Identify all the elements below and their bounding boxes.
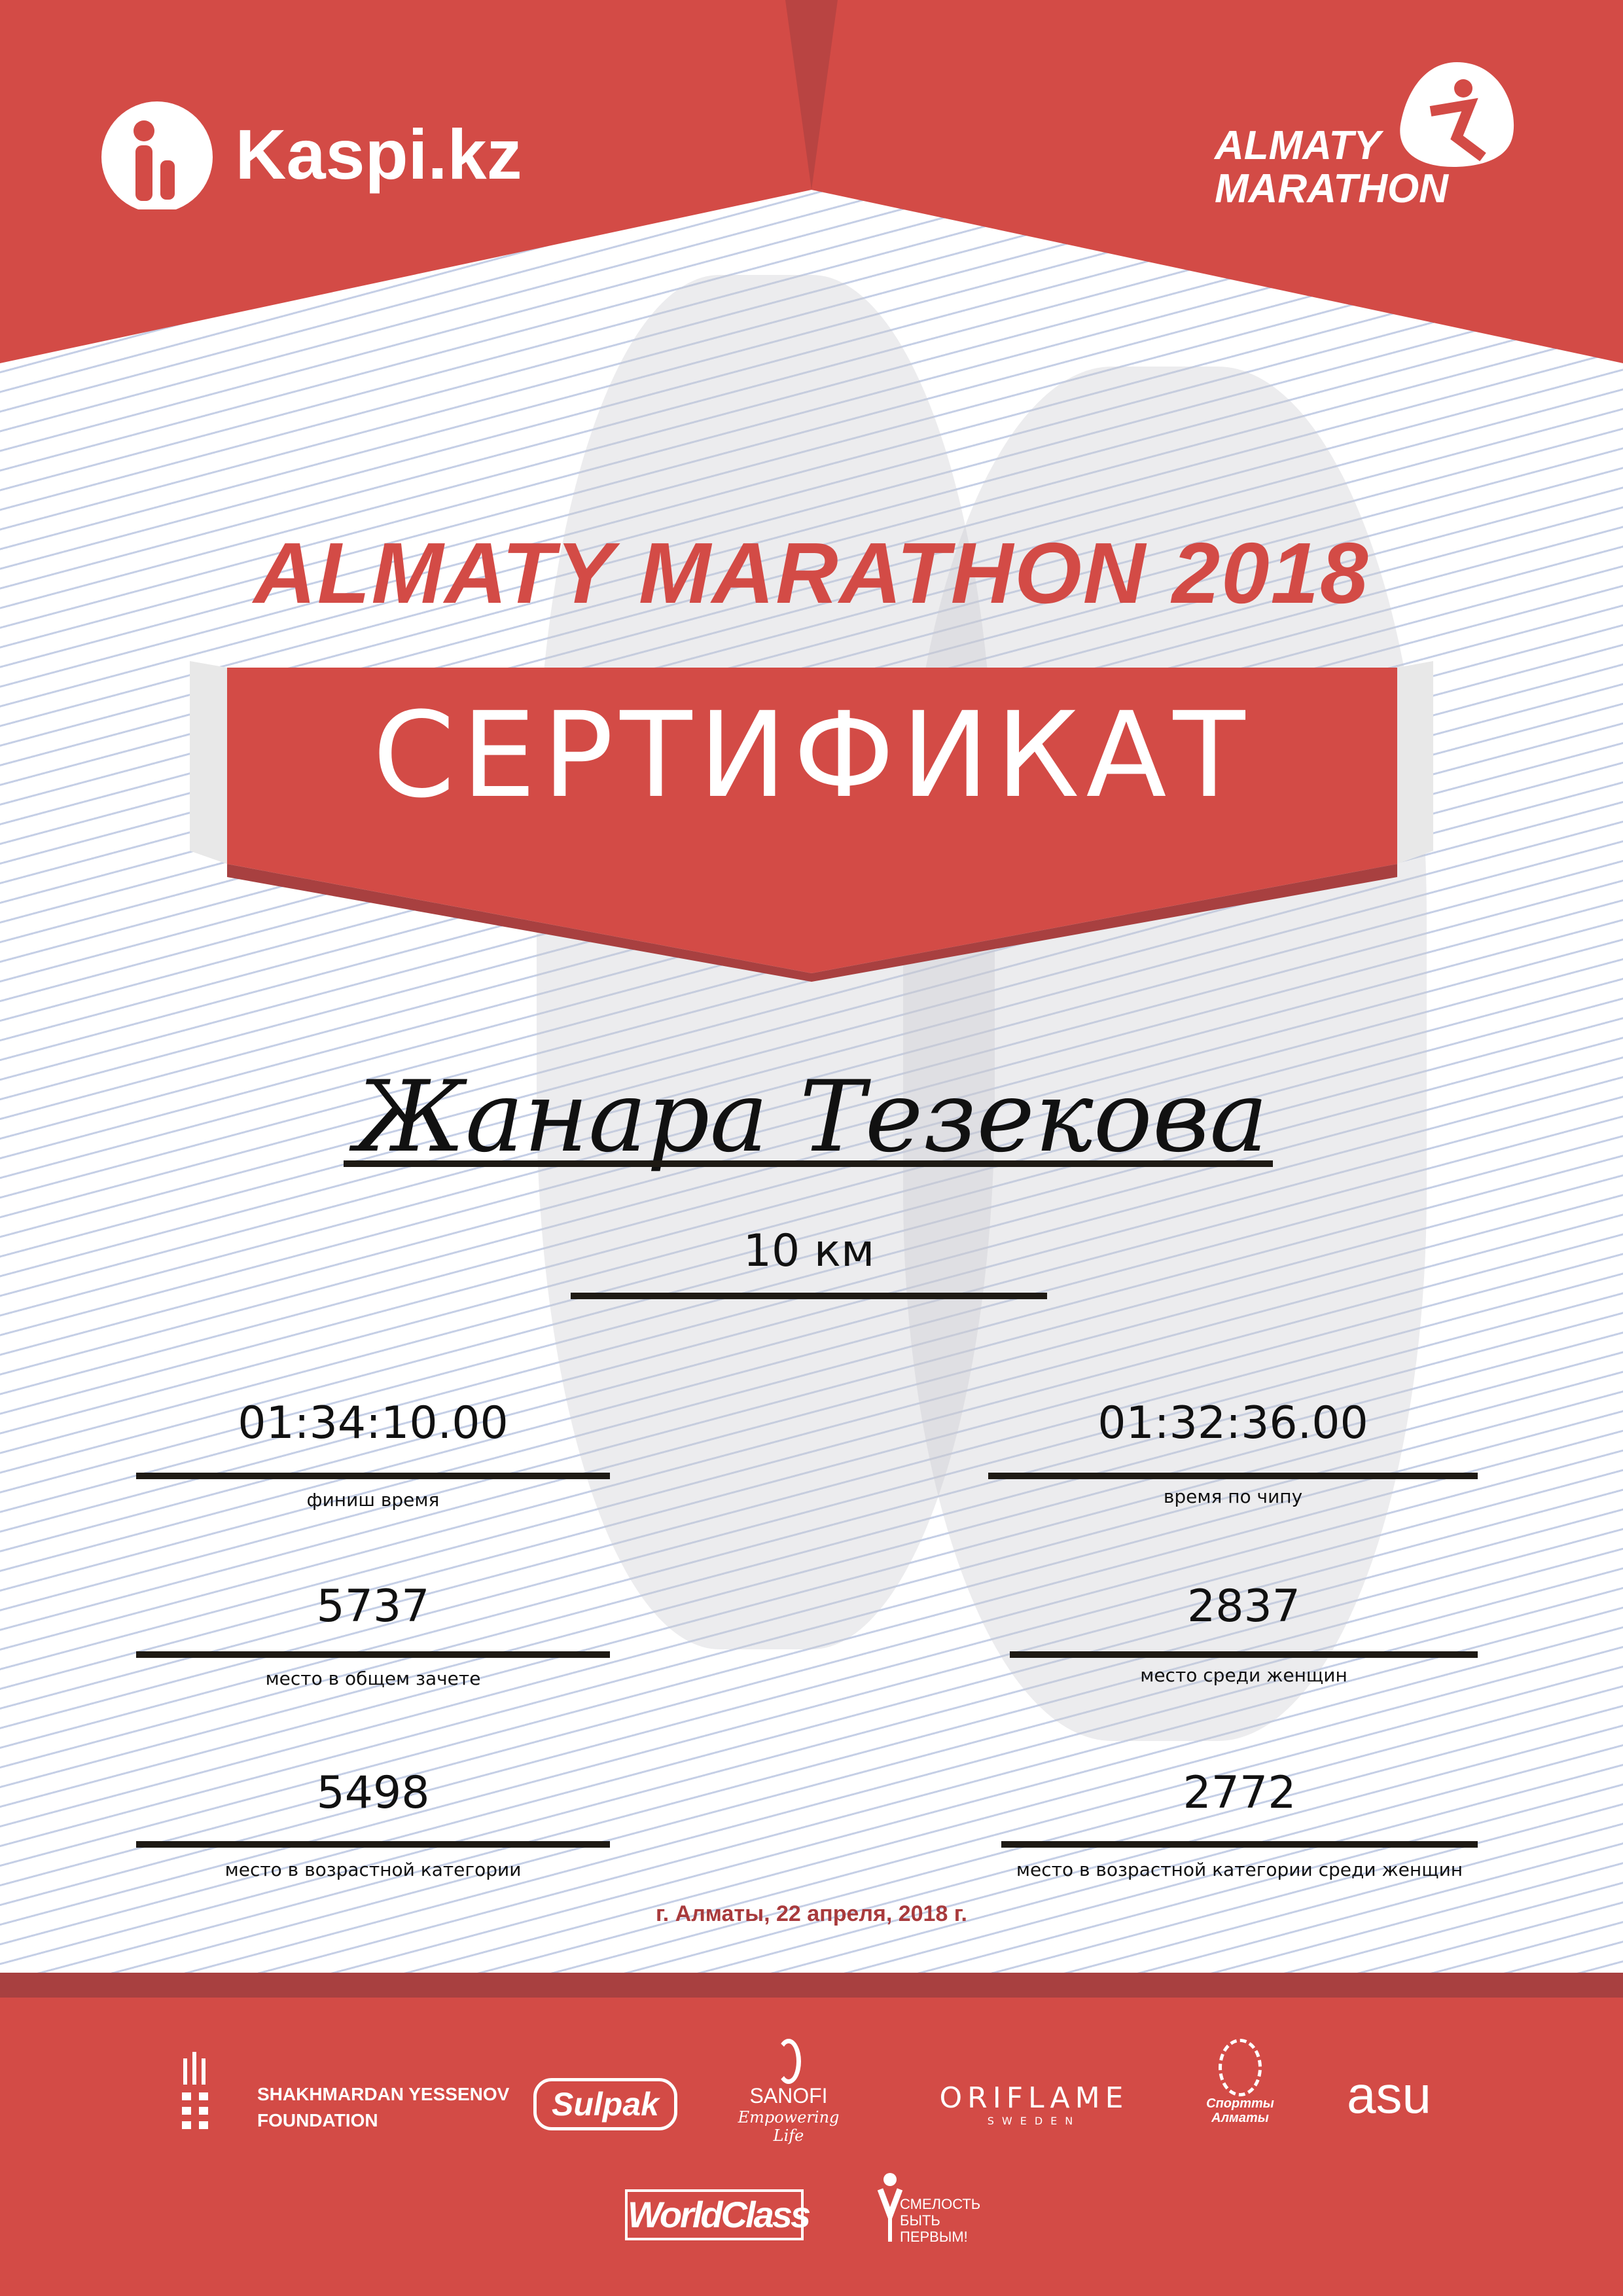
age-women-place-value: 2772: [1183, 1767, 1296, 1819]
chip-time-value: 01:32:36.00: [1097, 1397, 1368, 1449]
sanofi-tagline: Empowering Life: [738, 2108, 840, 2145]
logo-text-almaty: ALMATY: [1215, 123, 1381, 168]
overall-place-value: 5737: [316, 1581, 430, 1632]
runner-icon: [1400, 62, 1514, 167]
worldclass-logo: WorldClass: [625, 2189, 811, 2240]
header-banner: [0, 0, 1623, 363]
certificate-ribbon: [190, 661, 1433, 982]
women-place-value: 2837: [1186, 1581, 1301, 1632]
certificate-heading: СЕРТИФИКАТ: [372, 687, 1252, 824]
fund-line3: ПЕРВЫМ!: [900, 2229, 968, 2245]
fund-line1: СМЕЛОСТЬ: [900, 2196, 981, 2212]
age-women-place-label: место в возрастной категории среди женщи…: [1016, 1859, 1463, 1880]
asu-logo: asu: [1347, 2066, 1431, 2124]
yessenov-line1: SHAKHMARDAN YESSENOV: [257, 2084, 510, 2104]
sport-almaty-logo: Спортты Алматы: [1201, 2039, 1279, 2125]
participant-name: Жанара Тезекова: [355, 1060, 1268, 1174]
issue-date: г. Алматы, 22 апреля, 2018 г.: [656, 1901, 967, 1926]
overall-place-label: место в общем зачете: [265, 1668, 481, 1689]
kaspi-icon: [101, 101, 213, 213]
almaty-marathon-logo: ALMATY MARATHON: [1215, 59, 1522, 216]
footer-band: [0, 1973, 1623, 1998]
fund-line2: БЫТЬ: [900, 2212, 940, 2229]
age-women-place-line: [1001, 1841, 1478, 1848]
age-place-line: [136, 1841, 610, 1848]
fund-runner-icon: [877, 2173, 903, 2242]
sanofi-logo: SANOFI Empowering Life: [726, 2039, 851, 2145]
kaspi-logo-text: Kaspi.kz: [235, 114, 522, 194]
chip-time-label: время по чипу: [1163, 1486, 1303, 1507]
sulpak-logo: Sulpak: [533, 2078, 677, 2130]
runner-photo-female: [903, 367, 1427, 1741]
distance-underline: [571, 1293, 1047, 1299]
yessenov-icon: [182, 2052, 208, 2129]
sanofi-text: SANOFI: [749, 2084, 828, 2108]
finish-time-value: 01:34:10.00: [238, 1397, 508, 1449]
oriflame-text: ORIFLAME: [939, 2081, 1129, 2115]
name-underline: [344, 1160, 1273, 1167]
oriflame-sub: SWEDEN: [987, 2115, 1081, 2127]
distance: 10 км: [743, 1225, 875, 1277]
background-pattern: [0, 0, 1623, 1996]
finish-time-line: [136, 1473, 610, 1479]
finish-time-label: финиш время: [306, 1489, 440, 1511]
kaspi-logo: Kaspi.kz: [95, 98, 522, 213]
event-title: ALMATY MARATHON 2018: [253, 525, 1370, 621]
yessenov-line2: FOUNDATION: [257, 2110, 378, 2130]
age-place-label: место в возрастной категории: [224, 1859, 522, 1880]
women-place-label: место среди женщин: [1140, 1664, 1347, 1686]
logo-text-marathon: MARATHON: [1215, 166, 1449, 211]
women-place-line: [1010, 1651, 1478, 1658]
oriflame-logo: ORIFLAME SWEDEN: [923, 2081, 1145, 2127]
age-place-value: 5498: [316, 1767, 430, 1819]
partners-footer: [0, 1973, 1623, 2296]
overall-place-line: [136, 1651, 610, 1658]
sport-almaty-text: Спортты Алматы: [1206, 2096, 1274, 2125]
sport-almaty-emblem-icon: [1219, 2039, 1262, 2096]
sanofi-icon: [776, 2039, 801, 2084]
chip-time-line: [988, 1473, 1478, 1479]
